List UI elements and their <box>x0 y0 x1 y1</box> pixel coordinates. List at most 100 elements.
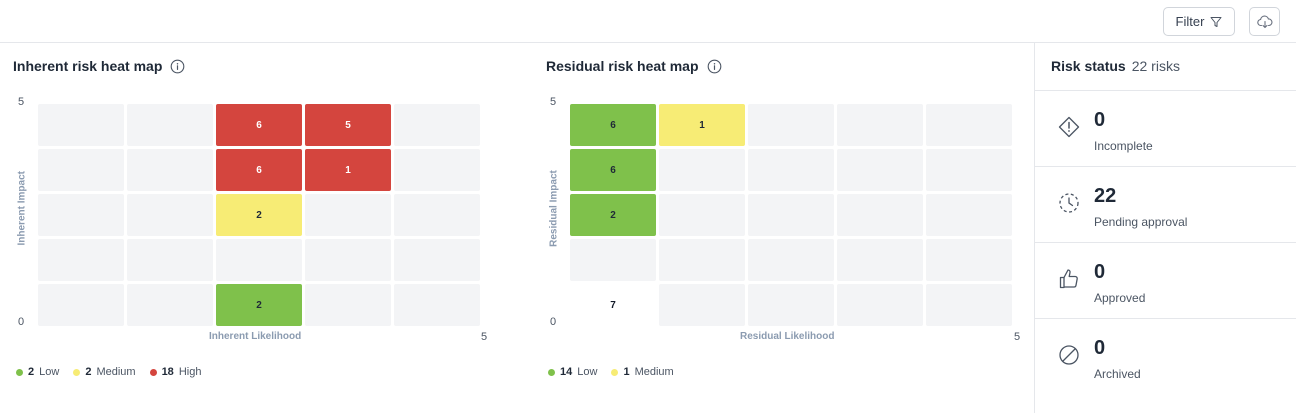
legend-label: High <box>178 366 202 378</box>
cloud-download-icon <box>1256 15 1272 28</box>
heat-map-cell[interactable]: 7 <box>570 284 656 326</box>
heat-map-cell[interactable] <box>659 149 745 191</box>
heat-map-cell[interactable] <box>127 194 213 236</box>
heat-map-cell[interactable]: 6 <box>570 149 656 191</box>
heat-map-cell[interactable] <box>926 284 1012 326</box>
heat-map-cell[interactable] <box>748 194 834 236</box>
heat-map-cell[interactable] <box>748 284 834 326</box>
heat-map-cell[interactable] <box>394 239 480 281</box>
heat-map-cell[interactable] <box>926 149 1012 191</box>
heat-map-cell[interactable] <box>659 194 745 236</box>
legend-count: 18 <box>161 366 174 378</box>
status-count: 0 <box>1094 337 1106 359</box>
residual-y-max: 5 <box>550 96 557 108</box>
heat-map-cell[interactable] <box>748 104 834 146</box>
heat-map-cell[interactable] <box>38 284 124 326</box>
heat-map-cell[interactable]: 1 <box>305 149 391 191</box>
residual-title: Residual risk heat map <box>546 58 722 74</box>
heat-map-cell[interactable] <box>394 149 480 191</box>
heat-map-cell[interactable]: 6 <box>216 149 302 191</box>
heat-map-cell[interactable] <box>659 239 745 281</box>
heat-map-cell[interactable] <box>127 149 213 191</box>
archived-circle-icon <box>1059 345 1079 365</box>
legend-count: 1 <box>623 366 630 378</box>
funnel-icon <box>1210 16 1222 27</box>
heat-map-cell[interactable] <box>305 239 391 281</box>
heat-map-cell[interactable] <box>38 149 124 191</box>
heat-map-cell[interactable] <box>38 194 124 236</box>
heat-map-cell[interactable] <box>394 194 480 236</box>
heat-map-cell[interactable]: 2 <box>216 284 302 326</box>
heat-map-cell[interactable] <box>837 239 923 281</box>
filter-button[interactable]: Filter <box>1163 7 1235 36</box>
inherent-y-max: 5 <box>18 96 25 108</box>
legend-count: 14 <box>560 366 573 378</box>
status-label: Incomplete <box>1094 139 1153 153</box>
status-count: 0 <box>1094 261 1106 283</box>
inherent-x-axis-label: Inherent Likelihood <box>209 331 302 342</box>
status-item-approved[interactable]: 0 Approved <box>1035 242 1296 319</box>
risk-status-count: 22 risks <box>1131 58 1180 74</box>
heat-map-cell[interactable] <box>394 284 480 326</box>
status-item-incomplete[interactable]: 0 Incomplete <box>1035 90 1296 167</box>
heat-map-cell[interactable]: 2 <box>216 194 302 236</box>
heat-map-cell[interactable] <box>926 104 1012 146</box>
legend-item-high: 18 High <box>149 366 202 378</box>
warning-diamond-icon <box>1058 116 1080 138</box>
risk-status-header: Risk status 22 risks <box>1051 58 1180 74</box>
download-button[interactable] <box>1249 7 1280 36</box>
heat-map-cell[interactable] <box>305 194 391 236</box>
heat-map-cell[interactable] <box>570 239 656 281</box>
heat-map-cell[interactable] <box>659 284 745 326</box>
legend-count: 2 <box>85 366 92 378</box>
legend-label: Medium <box>96 366 136 378</box>
heat-map-cell[interactable] <box>926 239 1012 281</box>
heat-map-cell[interactable] <box>837 284 923 326</box>
legend-dot-low <box>548 368 555 376</box>
heat-map-cell[interactable]: 1 <box>659 104 745 146</box>
heat-map-cell[interactable] <box>38 104 124 146</box>
heat-map-cell[interactable]: 6 <box>216 104 302 146</box>
residual-x-max: 5 <box>1014 331 1021 343</box>
status-item-archived[interactable]: 0 Archived <box>1035 318 1296 395</box>
heat-map-cell[interactable]: 2 <box>570 194 656 236</box>
heat-map-cell[interactable] <box>926 194 1012 236</box>
inherent-y-min: 0 <box>18 316 25 328</box>
risk-status-panel: Risk status 22 risks 0 Incomplete 22 Pen… <box>1034 43 1296 413</box>
toolbar: Filter <box>0 0 1296 43</box>
residual-y-min: 0 <box>550 316 557 328</box>
heat-map-cell[interactable] <box>127 239 213 281</box>
heat-map-cell[interactable] <box>748 149 834 191</box>
heat-map-cell[interactable] <box>748 239 834 281</box>
status-item-pending-approval[interactable]: 22 Pending approval <box>1035 166 1296 243</box>
residual-y-axis-label: Residual Impact <box>548 170 560 247</box>
info-icon[interactable] <box>707 59 722 74</box>
residual-title-text: Residual risk heat map <box>546 58 699 74</box>
heat-map-cell[interactable] <box>127 104 213 146</box>
legend-label: Low <box>39 366 60 378</box>
status-count: 22 <box>1094 185 1117 207</box>
heat-map-cell[interactable] <box>394 104 480 146</box>
inherent-x-max: 5 <box>481 331 488 343</box>
heat-map-cell[interactable]: 6 <box>570 104 656 146</box>
risk-status-title: Risk status <box>1051 58 1126 74</box>
heat-map-cell[interactable] <box>38 239 124 281</box>
legend-item-low: 14 Low <box>548 366 597 378</box>
heat-map-cell[interactable] <box>305 284 391 326</box>
legend-dot-medium <box>611 368 619 376</box>
legend-item-medium: 2 Medium <box>73 366 136 378</box>
heat-map-cell[interactable] <box>216 239 302 281</box>
heat-map-cell[interactable] <box>837 194 923 236</box>
heat-map-cell[interactable] <box>127 284 213 326</box>
legend-item-medium: 1 Medium <box>611 366 674 378</box>
legend-dot-low <box>16 368 23 376</box>
inherent-legend: 2 Low 2 Medium 18 High <box>16 366 201 378</box>
heat-map-cell[interactable]: 5 <box>305 104 391 146</box>
heat-map-cell[interactable] <box>837 104 923 146</box>
heat-map-cell[interactable] <box>837 149 923 191</box>
residual-x-axis-label: Residual Likelihood <box>740 331 835 342</box>
status-label: Pending approval <box>1094 215 1188 229</box>
info-icon[interactable] <box>170 59 185 74</box>
filter-label: Filter <box>1175 14 1205 29</box>
legend-dot-high <box>149 368 157 376</box>
